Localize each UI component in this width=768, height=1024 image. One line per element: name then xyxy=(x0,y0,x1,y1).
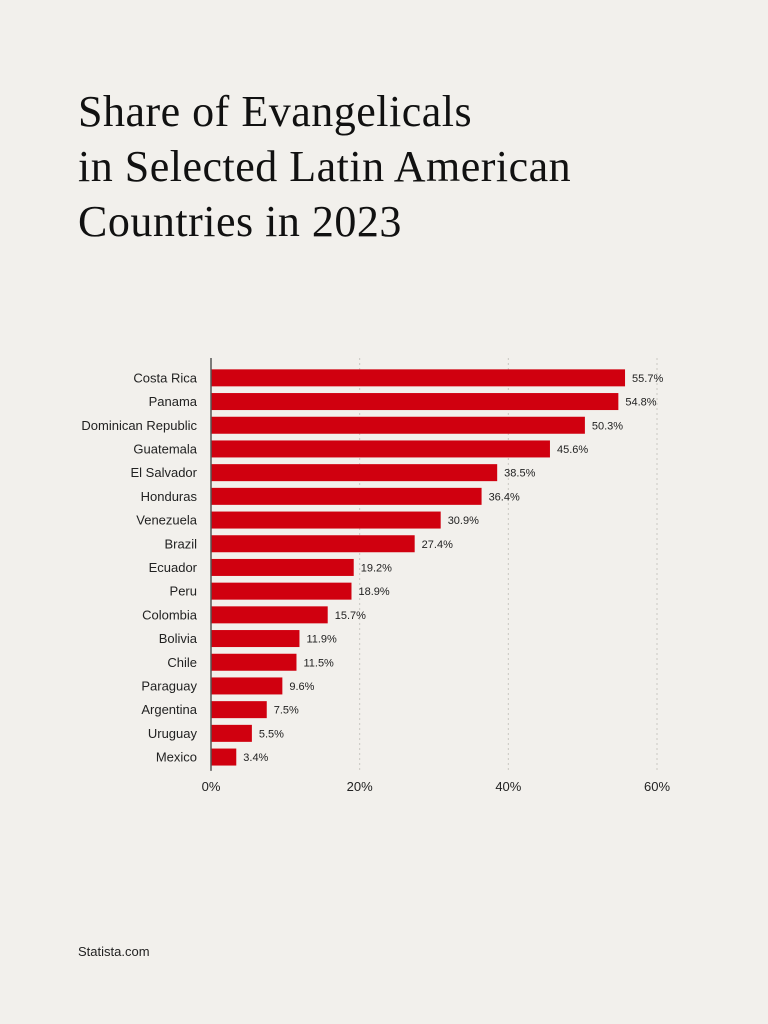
data-label: 11.5% xyxy=(303,657,334,669)
x-tick-label: 40% xyxy=(495,779,521,794)
bar xyxy=(211,630,300,648)
bar xyxy=(211,748,237,766)
bar xyxy=(211,440,550,458)
data-label: 55.7% xyxy=(632,373,663,385)
chart-title: Share of Evangelicals in Selected Latin … xyxy=(78,84,718,249)
title-line-2: in Selected Latin American xyxy=(78,142,572,191)
data-label: 11.9% xyxy=(306,634,337,646)
bar xyxy=(211,606,328,624)
category-label: Costa Rica xyxy=(133,370,197,385)
category-label: Paraguay xyxy=(141,678,197,693)
labels: Costa Rica 55.7% Panama 54.8% Dominican Repu… xyxy=(81,370,663,764)
bar xyxy=(211,582,352,600)
bar xyxy=(211,487,482,505)
title-line-3: Countries in 2023 xyxy=(78,197,402,246)
title-line-1: Share of Evangelicals xyxy=(78,87,473,136)
category-label: Mexico xyxy=(156,750,197,765)
category-label: Dominican Republic xyxy=(81,418,197,433)
category-label: Peru xyxy=(170,584,197,599)
data-label: 3.4% xyxy=(243,752,268,764)
grid-lines xyxy=(359,358,658,771)
bar xyxy=(211,724,252,742)
category-label: Venezuela xyxy=(136,513,197,528)
category-label: Panama xyxy=(149,394,198,409)
category-label: El Salvador xyxy=(131,465,198,480)
category-label: Chile xyxy=(167,655,197,670)
category-label: Bolivia xyxy=(159,631,198,646)
category-label: Colombia xyxy=(142,607,198,622)
data-label: 30.9% xyxy=(448,515,479,527)
data-label: 19.2% xyxy=(361,562,392,574)
category-label: Ecuador xyxy=(149,560,198,575)
category-label: Uruguay xyxy=(148,726,198,741)
data-label: 7.5% xyxy=(274,705,299,717)
bar xyxy=(211,535,415,553)
bar xyxy=(211,701,267,719)
data-label: 27.4% xyxy=(422,539,453,551)
bar xyxy=(211,653,297,671)
x-tick-label: 20% xyxy=(347,779,373,794)
x-tick-label: 0% xyxy=(202,779,221,794)
bar xyxy=(211,511,441,529)
data-label: 9.6% xyxy=(289,681,314,693)
bar xyxy=(211,369,626,387)
data-label: 54.8% xyxy=(625,397,656,409)
bar-chart: Costa Rica 55.7% Panama 54.8% Dominican Repu… xyxy=(81,358,670,794)
category-label: Argentina xyxy=(141,702,197,717)
source-label: Statista.com xyxy=(78,944,150,959)
bar xyxy=(211,558,354,576)
bars xyxy=(211,369,626,766)
data-label: 36.4% xyxy=(489,491,520,503)
data-label: 5.5% xyxy=(259,728,284,740)
data-label: 15.7% xyxy=(335,610,366,622)
bar xyxy=(211,677,283,695)
data-label: 50.3% xyxy=(592,420,623,432)
category-label: Honduras xyxy=(141,489,198,504)
data-label: 45.6% xyxy=(557,444,588,456)
category-label: Brazil xyxy=(164,536,197,551)
bar xyxy=(211,393,619,411)
bar xyxy=(211,464,498,482)
bar xyxy=(211,416,585,434)
axes: 0% 20% 40% 60% xyxy=(202,358,670,794)
x-tick-label: 60% xyxy=(644,779,670,794)
data-label: 18.9% xyxy=(358,586,389,598)
category-label: Guatemala xyxy=(133,441,197,456)
data-label: 38.5% xyxy=(504,468,535,480)
